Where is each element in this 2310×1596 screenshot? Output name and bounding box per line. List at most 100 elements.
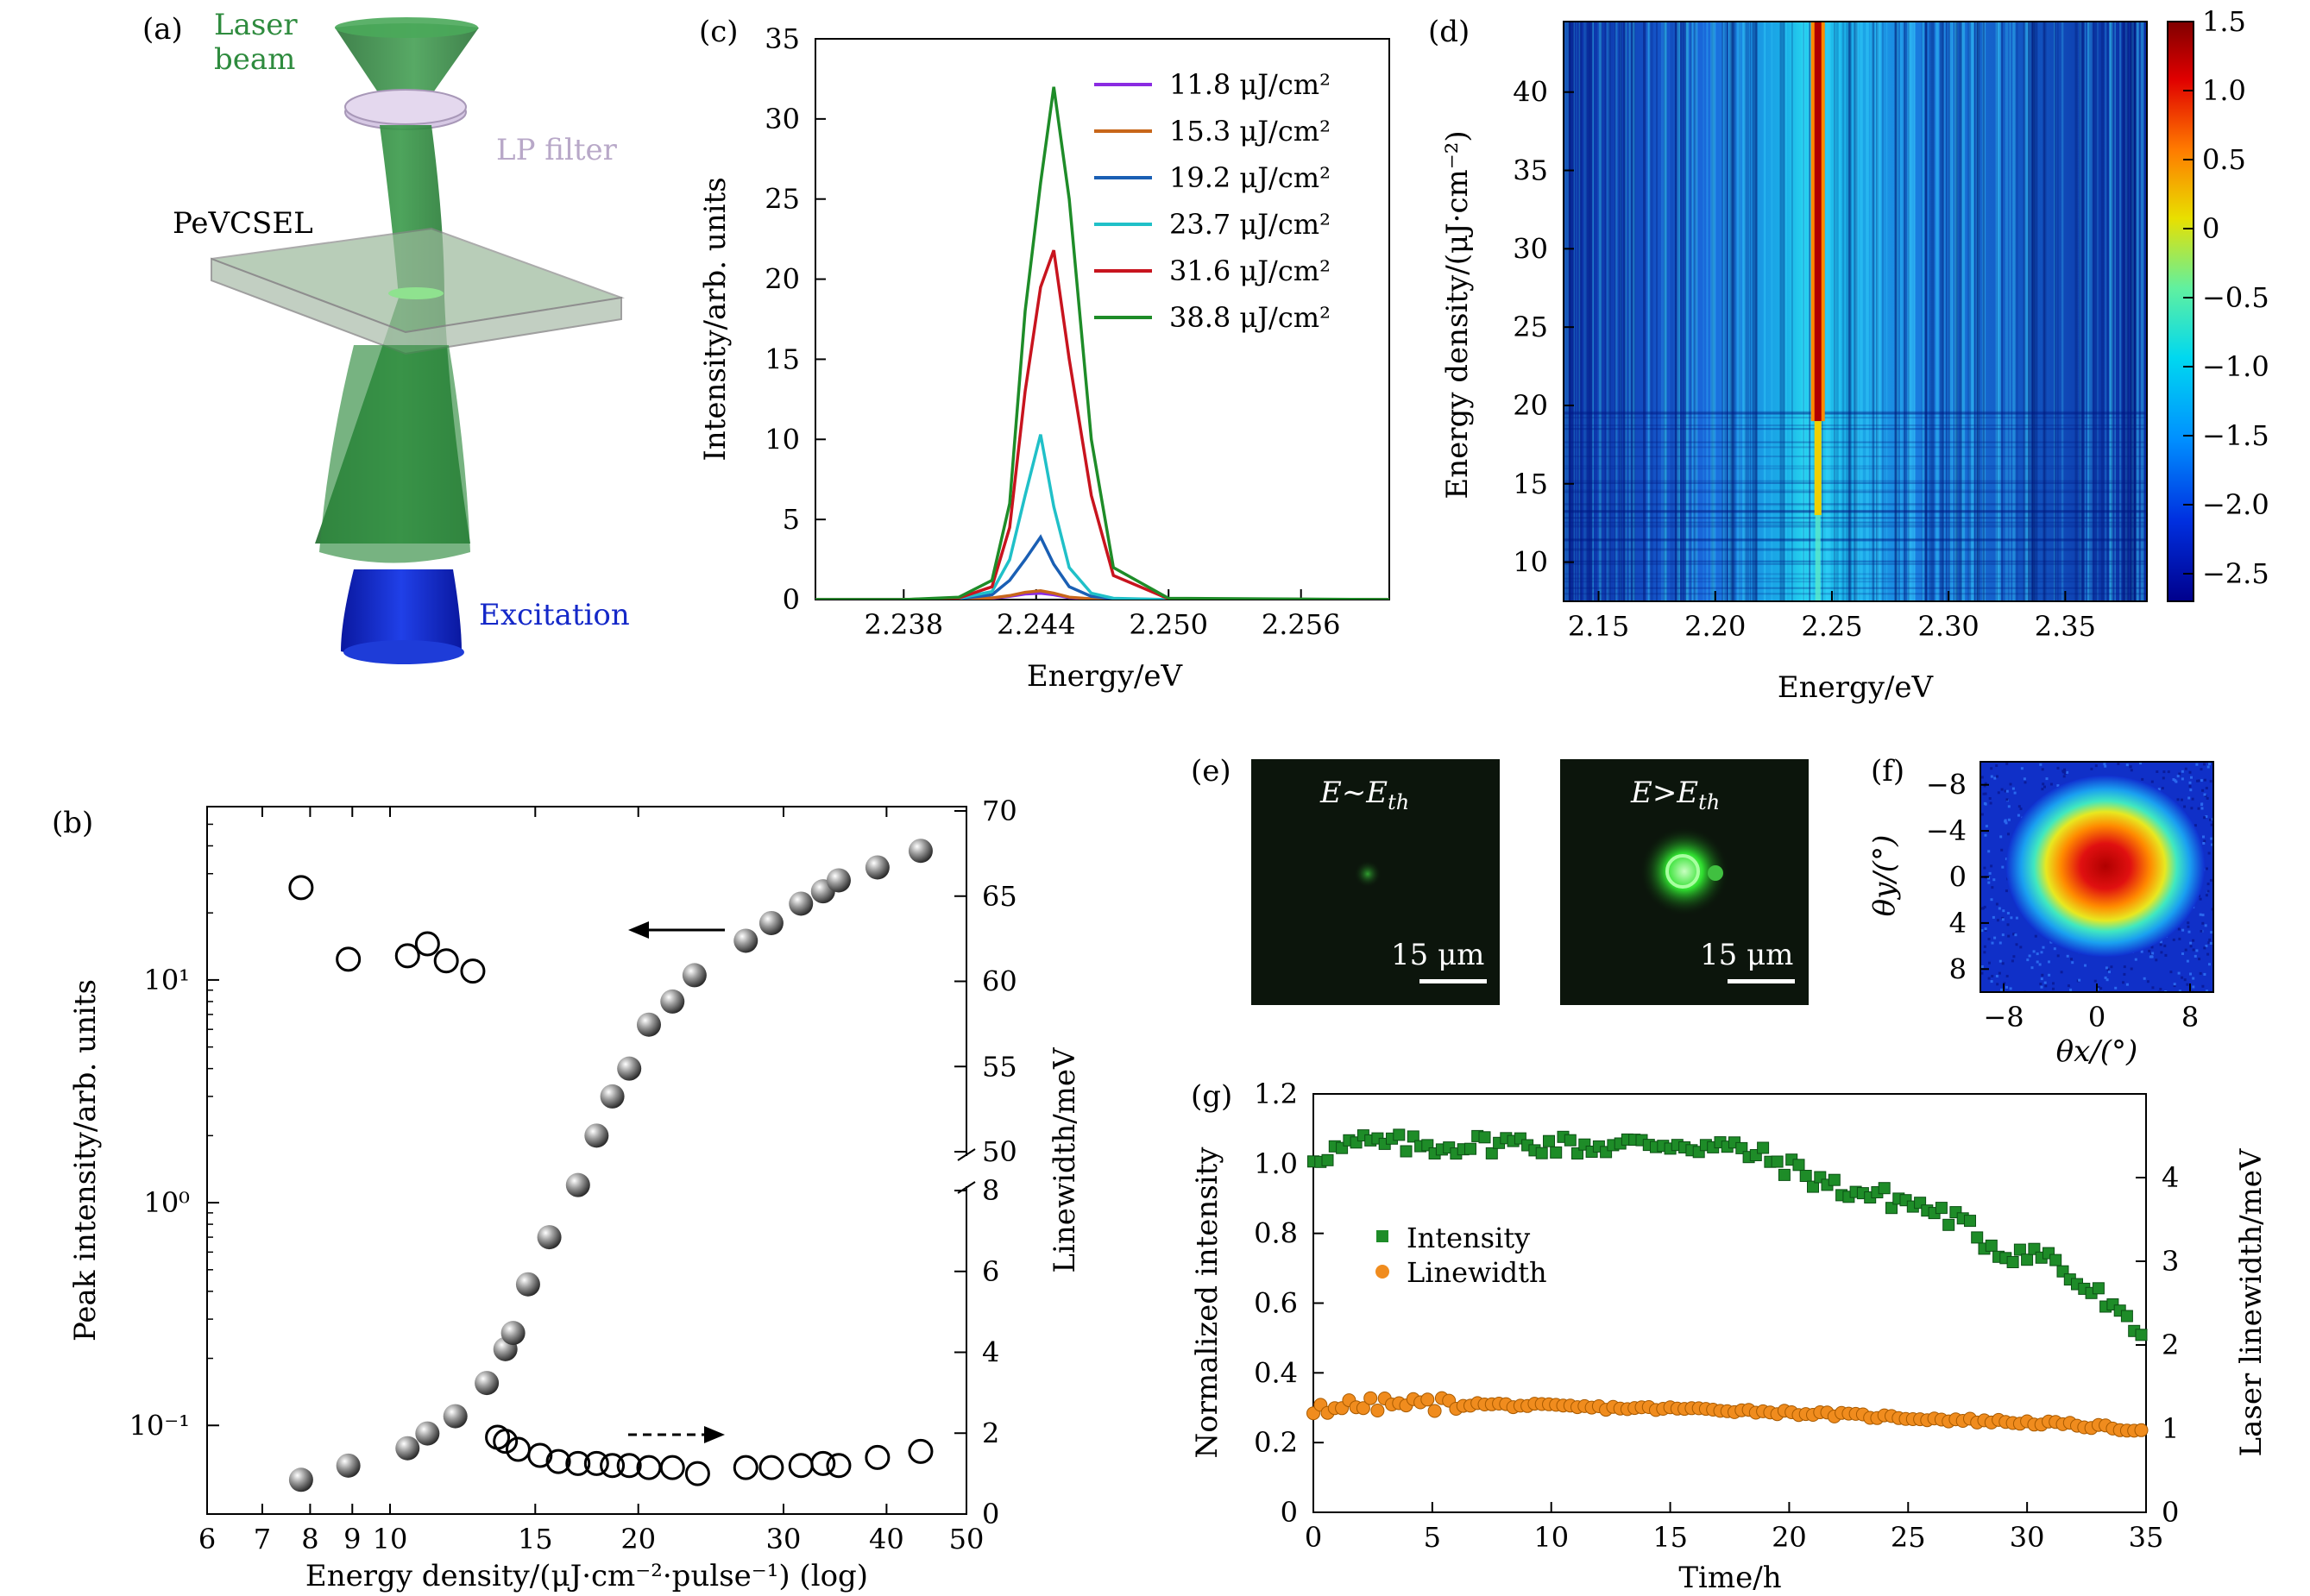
chart-d-streak [1633,22,1635,601]
panel-d-label: (d) [1428,15,1470,49]
chart-f-noise [1983,784,1986,788]
chart-d-heatmap [1564,22,2147,601]
chart-d-streak [1914,22,1916,601]
chart-f-noise [2066,770,2069,774]
image2-scale-text: 15 μm [1700,938,1793,972]
excitation-base [343,640,464,664]
chart-c-legend-label: 23.7 μJ/cm² [1169,208,1331,241]
chart-d-streak [1855,22,1859,601]
chart-d-hband [1564,517,2147,519]
chart-f-noise [1981,907,1984,910]
chart-d-streak [2036,22,2038,601]
chart-d-streak [1631,22,1634,601]
chart-g-intensity-point [2092,1282,2105,1295]
chart-d-xlabel: Energy/eV [1778,670,1935,705]
chart-f-noise [2156,770,2159,773]
chart-f-noise [2001,918,2005,921]
lasing-spot-ring [1665,854,1700,889]
chart-f-noise [2188,784,2192,788]
chart-c-ytick-label: 30 [765,103,800,135]
chart-d-streak [1904,22,1908,601]
chart-d-streak [1912,22,1916,601]
chart-g-legend-swatch-linewidth [1375,1265,1389,1279]
chart-b-ytick-left-label: 10⁻¹ [129,1409,190,1442]
chart-f-noise [2034,934,2037,938]
chart-f-noise [2017,814,2020,817]
chart-b-ytick-right-label: 60 [982,965,1017,998]
panel-a: (a) Laser beam LP filter PeVCSEL Excitat… [142,8,630,664]
chart-d-streak [2079,22,2080,601]
chart-f-noise [2205,945,2208,947]
chart-f-noise [2139,762,2142,765]
chart-f-noise [2208,938,2212,941]
panel-f-label: (f) [1871,754,1904,789]
chart-b-linewidth-point [758,1455,784,1480]
chart-d-streak [1714,22,1716,601]
chart-f-noise [2157,788,2161,791]
chart-g-intensity-point [1571,1147,1583,1159]
chart-b-axis-break [957,1181,976,1194]
chart-d-streak [1900,22,1902,601]
chart-f-noise [2200,807,2204,810]
chart-b-ytick-left-label: 10¹ [143,964,190,996]
chart-b-ytick-right-label: 55 [982,1050,1017,1083]
chart-f-noise [2203,972,2206,976]
chart-f-noise [2177,927,2181,931]
chart-b-intensity-point [636,1012,661,1037]
chart-f-noise [1988,871,1992,875]
chart-g-intensity-point [1828,1173,1841,1186]
chart-d-streak [2061,22,2064,601]
chart-d-xtick-label: 2.20 [1684,610,1746,643]
pevcsel-slab-side [211,257,622,355]
chart-g-xtick-label: 25 [1891,1521,1926,1554]
chart-d-streak [1834,22,1836,601]
chart-f-noise [2052,982,2055,985]
chart-d-streak [1954,22,1958,601]
chart-b-xlabel: Energy density/(μJ·cm⁻²·pulse⁻¹) (log) [305,1559,868,1593]
chart-f-noise [2210,823,2213,826]
chart-f-noise [2188,770,2192,774]
chart-d-streak [1685,22,1690,601]
chart-f-noise [1980,971,1984,975]
chart-d-streak [1690,22,1692,601]
chart-d-streak [1706,22,1709,601]
chart-f-noise [2093,979,2097,983]
chart-f-noise [2209,878,2212,882]
chart-b-intensity-point [415,1421,440,1446]
chart-f-noise [2189,972,2192,976]
chart-f-noise [2038,963,2042,966]
chart-f-noise [2206,883,2210,886]
chart-d-streak [1886,22,1888,601]
chart-f-noise [2150,946,2154,949]
chart-d-streak [1765,22,1766,601]
chart-d-hband [1564,489,2147,492]
chart-d-streak [1943,22,1946,601]
chart-d-streak [1807,22,1811,601]
chart-f-noise [1983,866,1986,870]
chart-d-hband [1564,573,2147,575]
chart-f-noise [2009,782,2012,786]
chart-d-streak [1896,22,1898,601]
chart-f-noise [2063,768,2066,771]
chart-d-streak [1802,22,1806,601]
chart-g-intensity-point [2049,1254,2062,1266]
chart-f-noise [2190,776,2193,779]
chart-f-noise [2011,959,2014,963]
chart-f-noise [2010,916,2013,920]
chart-d-streak [1958,22,1961,601]
chart-f-noise [2028,954,2031,958]
chart-f-noise [2023,777,2026,781]
chart-d-streak [1876,22,1879,601]
chart-g-ytick-left-label: 0.2 [1254,1426,1298,1459]
chart-d-streak [2087,22,2089,601]
chart-d-streak [1942,22,1944,601]
chart-f-noise [2019,946,2023,949]
chart-f-noise [1990,980,1993,983]
chart-f-noise [2140,950,2143,953]
chart-f-noise [2159,988,2162,990]
chart-f-noise [2104,764,2107,768]
chart-f-noise [2123,965,2126,969]
chart-f-noise [2190,807,2194,810]
chart-d-streak [1572,22,1574,601]
chart-c-xtick-label: 2.250 [1129,608,1208,641]
